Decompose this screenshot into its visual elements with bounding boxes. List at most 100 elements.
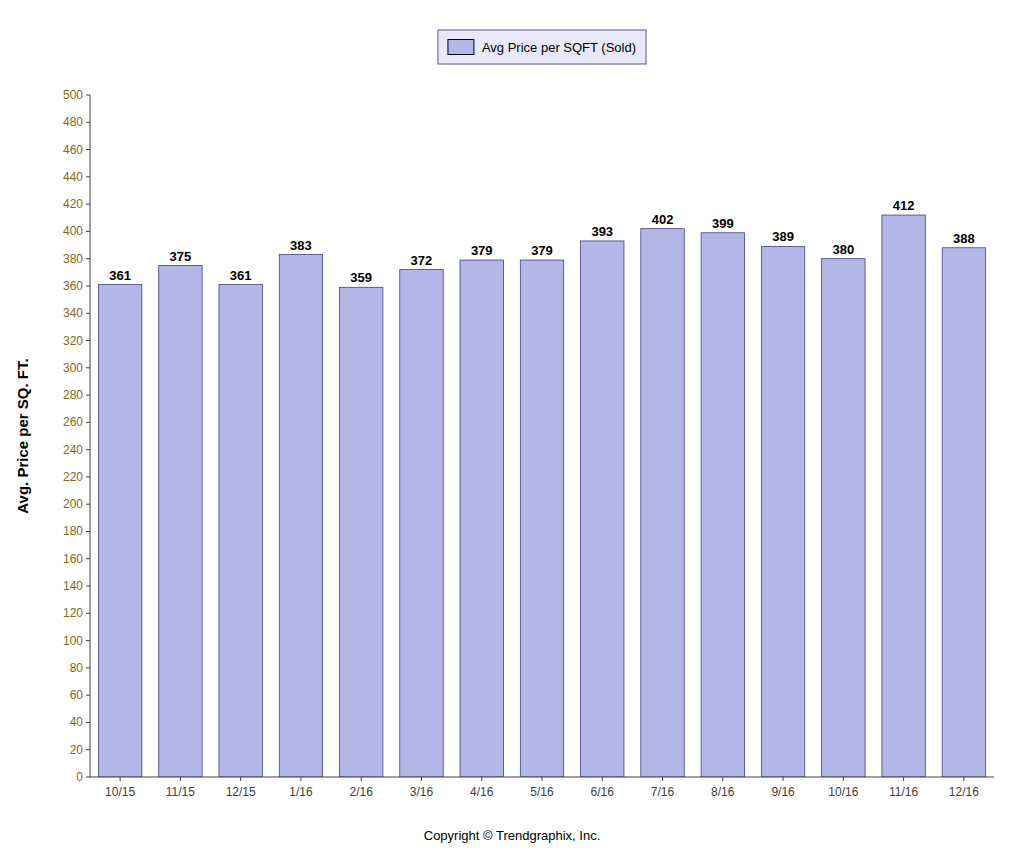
legend-swatch	[448, 40, 474, 55]
y-tick-label: 180	[63, 524, 83, 538]
x-tick	[783, 777, 784, 781]
y-tick-label: 360	[63, 279, 83, 293]
x-tick-label: 1/16	[289, 785, 313, 799]
axes: 0204060801001201401601802002202402602803…	[63, 88, 994, 799]
data-label: 380	[832, 242, 854, 257]
x-tick-label: 12/16	[949, 785, 979, 799]
y-tick-label: 0	[76, 770, 83, 784]
x-tick	[361, 777, 362, 781]
y-tick-label: 140	[63, 579, 83, 593]
bar	[400, 270, 443, 777]
y-tick	[86, 149, 90, 150]
bar	[279, 255, 322, 777]
y-tick-label: 40	[70, 715, 84, 729]
x-tick	[421, 777, 422, 781]
chart-container: 3613753613833593723793793934023993893804…	[0, 0, 1024, 852]
legend: Avg Price per SQFT (Sold)	[438, 30, 646, 64]
x-tick-label: 7/16	[651, 785, 675, 799]
data-label: 402	[652, 212, 674, 227]
y-tick	[86, 777, 90, 778]
data-label: 359	[350, 270, 372, 285]
y-tick	[86, 313, 90, 314]
y-tick	[86, 531, 90, 532]
data-label: 383	[290, 238, 312, 253]
x-tick-label: 4/16	[470, 785, 494, 799]
x-tick	[240, 777, 241, 781]
y-tick	[86, 422, 90, 423]
y-tick-label: 480	[63, 115, 83, 129]
y-tick-label: 300	[63, 361, 83, 375]
x-tick-label: 9/16	[771, 785, 795, 799]
bar	[882, 215, 925, 777]
bar	[520, 260, 563, 777]
y-tick	[86, 476, 90, 477]
x-tick	[963, 777, 964, 781]
x-tick	[602, 777, 603, 781]
chart-svg: 3613753613833593723793793934023993893804…	[0, 0, 1024, 852]
x-tick-label: 10/15	[105, 785, 135, 799]
y-tick	[86, 231, 90, 232]
y-tick-label: 260	[63, 415, 83, 429]
y-tick	[86, 722, 90, 723]
x-tick-label: 12/15	[226, 785, 256, 799]
x-tick	[903, 777, 904, 781]
x-tick-label: 3/16	[410, 785, 434, 799]
data-label: 379	[471, 243, 493, 258]
bars	[98, 215, 985, 777]
legend-frame	[438, 30, 646, 64]
data-label: 393	[591, 224, 613, 239]
y-tick-label: 320	[63, 334, 83, 348]
y-tick	[86, 749, 90, 750]
y-tick-label: 160	[63, 552, 83, 566]
y-tick	[86, 367, 90, 368]
data-label: 375	[170, 249, 192, 264]
y-tick	[86, 204, 90, 205]
y-tick	[86, 640, 90, 641]
x-tick	[120, 777, 121, 781]
data-label: 372	[411, 253, 433, 268]
y-tick	[86, 695, 90, 696]
y-tick-label: 280	[63, 388, 83, 402]
x-tick-label: 5/16	[530, 785, 554, 799]
x-tick-label: 11/16	[889, 785, 918, 799]
x-tick-label: 2/16	[350, 785, 374, 799]
bar	[942, 248, 985, 777]
y-tick-label: 20	[70, 743, 84, 757]
y-tick-label: 240	[63, 443, 83, 457]
y-tick-label: 120	[63, 606, 83, 620]
y-tick	[86, 449, 90, 450]
x-tick-label: 11/15	[166, 785, 195, 799]
bar	[641, 229, 684, 777]
y-tick	[86, 504, 90, 505]
data-label: 412	[893, 198, 915, 213]
y-tick	[86, 176, 90, 177]
y-tick-label: 220	[63, 470, 83, 484]
y-tick-label: 80	[70, 661, 84, 675]
y-axis-line	[90, 95, 91, 777]
x-tick	[722, 777, 723, 781]
bar	[460, 260, 503, 777]
y-tick-label: 380	[63, 252, 83, 266]
data-label: 361	[230, 268, 252, 283]
data-labels: 3613753613833593723793793934023993893804…	[109, 198, 974, 285]
bar	[98, 285, 141, 777]
y-axis-label: Avg. Price per SQ. FT.	[14, 358, 31, 513]
y-tick	[86, 95, 90, 96]
annotation: Copyright © Trendgraphix, Inc.	[424, 828, 601, 843]
bar	[701, 233, 744, 777]
x-tick-label: 6/16	[591, 785, 615, 799]
data-label: 389	[772, 229, 794, 244]
data-label: 379	[531, 243, 553, 258]
data-label: 388	[953, 231, 975, 246]
legend-label: Avg Price per SQFT (Sold)	[482, 40, 636, 55]
x-tick	[300, 777, 301, 781]
bar	[219, 285, 262, 777]
x-tick-label: 8/16	[711, 785, 735, 799]
y-tick	[86, 285, 90, 286]
y-tick-label: 440	[63, 170, 83, 184]
y-tick	[86, 122, 90, 123]
y-tick	[86, 586, 90, 587]
bar	[761, 246, 804, 777]
x-tick	[662, 777, 663, 781]
y-tick-label: 500	[63, 88, 83, 102]
